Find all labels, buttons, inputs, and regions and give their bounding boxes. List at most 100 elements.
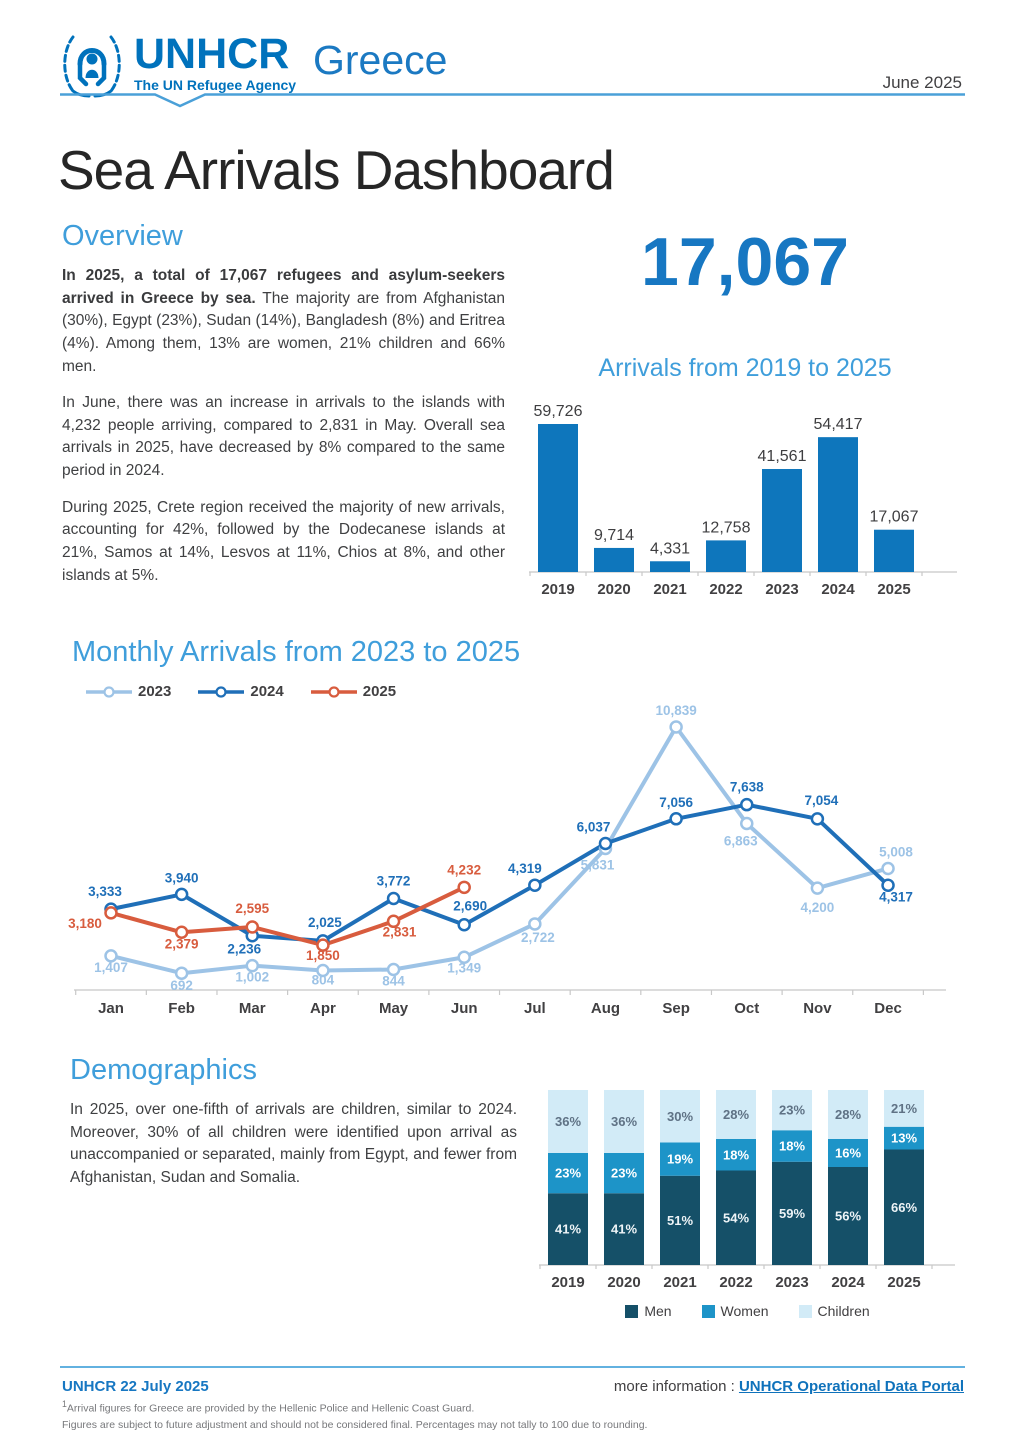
line-2024 [109,802,891,943]
svg-text:2024: 2024 [821,581,855,598]
segment-men-2024 [828,1167,868,1265]
segment-men-2021 [660,1175,700,1265]
line-2023 [109,725,891,976]
legend-line-icon [86,685,132,698]
svg-text:5,831: 5,831 [581,858,615,873]
svg-text:Apr: Apr [310,1000,336,1017]
point-2024-Jul [528,878,542,892]
footnote-2: Figures are subject to future adjustment… [62,1418,648,1431]
point-2023-Jul [528,917,542,931]
svg-text:16%: 16% [835,1146,861,1161]
svg-text:59,726: 59,726 [534,403,583,420]
segment-women-2022 [716,1139,756,1171]
unhcr-emblem-icon [56,28,128,105]
point-2023-Dec [881,861,895,876]
svg-text:Oct: Oct [734,1000,759,1017]
unhcr-logotype: UNHCR The UN Refugee Agency [134,33,296,94]
svg-text:12,758: 12,758 [702,519,751,536]
data-portal-link[interactable]: UNHCR Operational Data Portal [738,1378,964,1395]
svg-text:18%: 18% [723,1147,749,1162]
demographics-stacked-chart: 41% 23% 36% 2019 41% 23% 36% 2020 51% 19% 30% 2021 5… [539,1090,955,1291]
segment-children-2021 [660,1090,700,1143]
legend-label: Men [644,1303,672,1319]
svg-text:2020: 2020 [597,581,630,598]
point-2025-Mar [245,920,260,934]
svg-text:36%: 36% [611,1114,637,1129]
point-2023-Jun [457,950,471,965]
svg-text:41%: 41% [611,1222,637,1237]
point-2023-Sep [669,720,683,734]
legend-item-2025: 2025 [310,683,396,700]
point-2024-Oct [740,797,754,812]
demographics-heading: Demographics [70,1054,257,1086]
legend-item-2024: 2024 [197,683,284,700]
svg-text:Jun: Jun [451,1000,478,1017]
legend-item-women: Women [701,1303,769,1319]
svg-text:2024: 2024 [831,1274,865,1291]
svg-text:2,236: 2,236 [227,942,261,957]
segment-children-2024 [828,1090,868,1139]
svg-text:2025: 2025 [887,1274,920,1291]
legend-line-icon [310,685,357,698]
svg-text:804: 804 [312,972,335,987]
point-2025-Apr [316,938,330,952]
svg-text:28%: 28% [835,1107,861,1122]
point-2024-Aug [598,836,613,851]
point-2025-Feb [174,925,189,940]
svg-text:2,690: 2,690 [453,899,487,914]
svg-text:Jan: Jan [98,1000,124,1017]
point-2023-Feb [174,966,189,980]
point-2024-Dec [881,878,895,893]
svg-text:2019: 2019 [541,581,574,598]
svg-text:Sep: Sep [662,1000,690,1017]
svg-text:51%: 51% [667,1213,693,1228]
svg-text:2,595: 2,595 [235,901,269,916]
page-title: Sea Arrivals Dashboard [58,139,615,201]
monthly-section: Monthly Arrivals from 2023 to 2025 2023 2… [60,636,965,1030]
point-2023-Mar [245,958,260,973]
segment-children-2022 [716,1090,756,1139]
legend-label: 2024 [250,683,284,700]
legend-swatch-icon [625,1304,639,1318]
demographics-section: Demographics In 2025, over one-fifth of … [70,1054,517,1204]
yearly-chart-title: Arrivals from 2019 to 2025 [598,354,892,382]
svg-text:7,056: 7,056 [659,795,693,810]
overview-section: Overview In 2025, a total of 17,067 refu… [62,220,505,601]
point-2025-May [386,914,401,929]
footer-org-date: UNHCR 22 July 2025 [62,1378,209,1395]
segment-women-2020 [604,1153,644,1194]
svg-text:23%: 23% [555,1166,581,1181]
legend-swatch-icon [798,1304,812,1318]
svg-text:5,008: 5,008 [879,844,913,859]
more-info-label: more information : [613,1378,735,1395]
svg-text:36%: 36% [555,1114,581,1129]
legend-label: 2023 [138,683,172,700]
country-title: Greece [313,37,448,83]
footnotes: 1Arrival figures for Greece are provided… [62,1398,762,1433]
svg-text:13%: 13% [891,1131,917,1146]
yearly-bar-chart: 59,726 2019 9,714 2020 4,331 2021 12,758 2022 41… [529,403,957,598]
report-date: June 2025 [882,73,962,92]
svg-text:Aug: Aug [591,1000,620,1017]
point-2023-Nov [810,881,825,895]
segment-men-2019 [548,1193,588,1265]
svg-text:6,037: 6,037 [577,820,611,835]
svg-text:9,714: 9,714 [594,527,634,544]
bar-2021 [650,561,690,572]
segment-women-2019 [548,1153,588,1194]
segment-men-2022 [716,1170,756,1265]
svg-text:2020: 2020 [607,1274,640,1291]
point-2024-Nov [810,812,825,826]
svg-text:Feb: Feb [168,1000,195,1017]
svg-text:3,333: 3,333 [88,884,122,899]
legend-label: 2025 [362,683,397,700]
svg-text:7,054: 7,054 [805,793,839,808]
svg-text:2021: 2021 [663,1274,696,1291]
segment-women-2025 [884,1126,924,1150]
svg-text:19%: 19% [667,1152,693,1167]
segment-women-2024 [828,1139,868,1167]
point-2025-Jun [457,880,471,895]
bar-2020 [594,547,634,572]
svg-text:30%: 30% [667,1109,693,1124]
